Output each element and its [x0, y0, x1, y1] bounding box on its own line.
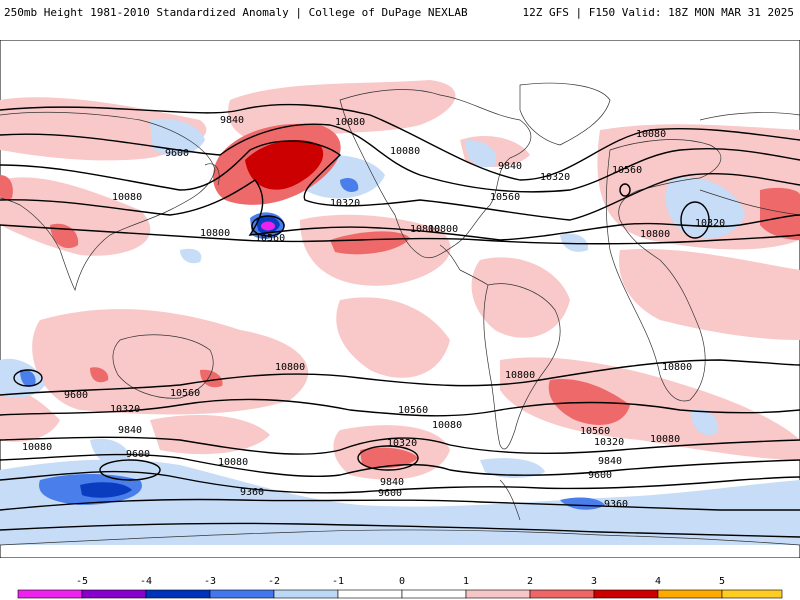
contour-label: 10080 [636, 129, 666, 140]
map-header: 250mb Height 1981-2010 Standardized Anom… [0, 0, 800, 40]
contour-label: 9360 [604, 499, 628, 510]
colorbar-swatch [81, 589, 147, 599]
colorbar-swatch [145, 589, 211, 599]
contour-label: 9600 [588, 470, 612, 481]
contour-label: 10320 [594, 437, 624, 448]
anomaly-shading [0, 80, 800, 545]
contour-label: 9840 [598, 456, 622, 467]
contour-label: 9840 [498, 161, 522, 172]
contour-label: 9600 [64, 390, 88, 401]
contour-label: 10560 [612, 165, 642, 176]
colorbar-tick-label: 2 [527, 576, 533, 587]
colorbar-ticks: -5 -4 -3 -2 -1 0 1 2 3 4 5 [76, 576, 725, 587]
colorbar-tick-label: 4 [655, 576, 661, 587]
contour-label: 10800 [662, 362, 692, 373]
contour-label: 10800 [428, 224, 458, 235]
height-contours [0, 103, 800, 538]
colorbar-swatches [17, 589, 783, 599]
colorbar-swatch [209, 589, 275, 599]
colorbar-tick-label: -2 [268, 576, 280, 587]
contour-label: 9600 [126, 449, 150, 460]
contour-label: 10080 [432, 420, 462, 431]
contour-label: 10080 [335, 117, 365, 128]
colorbar-swatch [721, 589, 783, 599]
contour-label: 10800 [410, 224, 440, 235]
colorbar-swatch [17, 589, 83, 599]
contour-label: 10320 [330, 198, 360, 209]
colorbar-tick-label: -4 [140, 576, 152, 587]
colorbar-tick-label: 5 [719, 576, 725, 587]
contour-label: 10560 [490, 192, 520, 203]
contour-label: 10320 [540, 172, 570, 183]
global-map: 9840 10080 9600 10080 9840 10320 10560 1… [0, 40, 800, 558]
contour-label: 10080 [390, 146, 420, 157]
contour-label: 10560 [170, 388, 200, 399]
colorbar: -5 -4 -3 -2 -1 0 1 2 3 4 5 [17, 576, 783, 599]
colorbar-swatch [593, 589, 659, 599]
model-valid-time: 12Z GFS | F150 Valid: 18Z MON MAR 31 202… [522, 6, 794, 19]
map-title: 250mb Height 1981-2010 Standardized Anom… [4, 6, 468, 19]
contour-label: 10800 [640, 229, 670, 240]
colorbar-tick-label: 1 [463, 576, 469, 587]
colorbar-swatch [529, 589, 595, 599]
contour-label: 9840 [220, 115, 244, 126]
contour-label: 10800 [200, 228, 230, 239]
contour-label: 10560 [255, 233, 285, 244]
contour-label: 9600 [165, 148, 189, 159]
colorbar-tick-label: -3 [204, 576, 216, 587]
contour-label: 10320 [695, 218, 725, 229]
contour-label: 9840 [118, 425, 142, 436]
contour-label: 9840 [380, 477, 404, 488]
contour-labels: 9840 10080 9600 10080 9840 10320 10560 1… [22, 115, 725, 510]
colorbar-tick-label: 3 [591, 576, 597, 587]
colorbar-tick-label: 0 [399, 576, 405, 587]
contour-label: 10080 [112, 192, 142, 203]
contour-label: 10800 [275, 362, 305, 373]
colorbar-tick-label: -5 [76, 576, 88, 587]
colorbar-swatch [337, 589, 403, 599]
contour-label: 9600 [378, 488, 402, 499]
contour-label: 10080 [218, 457, 248, 468]
contour-label: 10320 [387, 438, 417, 449]
contour-label: 10080 [650, 434, 680, 445]
colorbar-swatch [465, 589, 531, 599]
contour-label: 10560 [398, 405, 428, 416]
colorbar-swatch [273, 589, 339, 599]
colorbar-tick-label: -1 [332, 576, 344, 587]
contour-label: 9360 [240, 487, 264, 498]
colorbar-swatch [657, 589, 723, 599]
coastlines [0, 82, 800, 546]
contour-label: 10560 [580, 426, 610, 437]
contour-label: 10800 [505, 370, 535, 381]
contour-label: 10320 [110, 404, 140, 415]
contour-label: 10080 [22, 442, 52, 453]
colorbar-swatch [401, 589, 467, 599]
